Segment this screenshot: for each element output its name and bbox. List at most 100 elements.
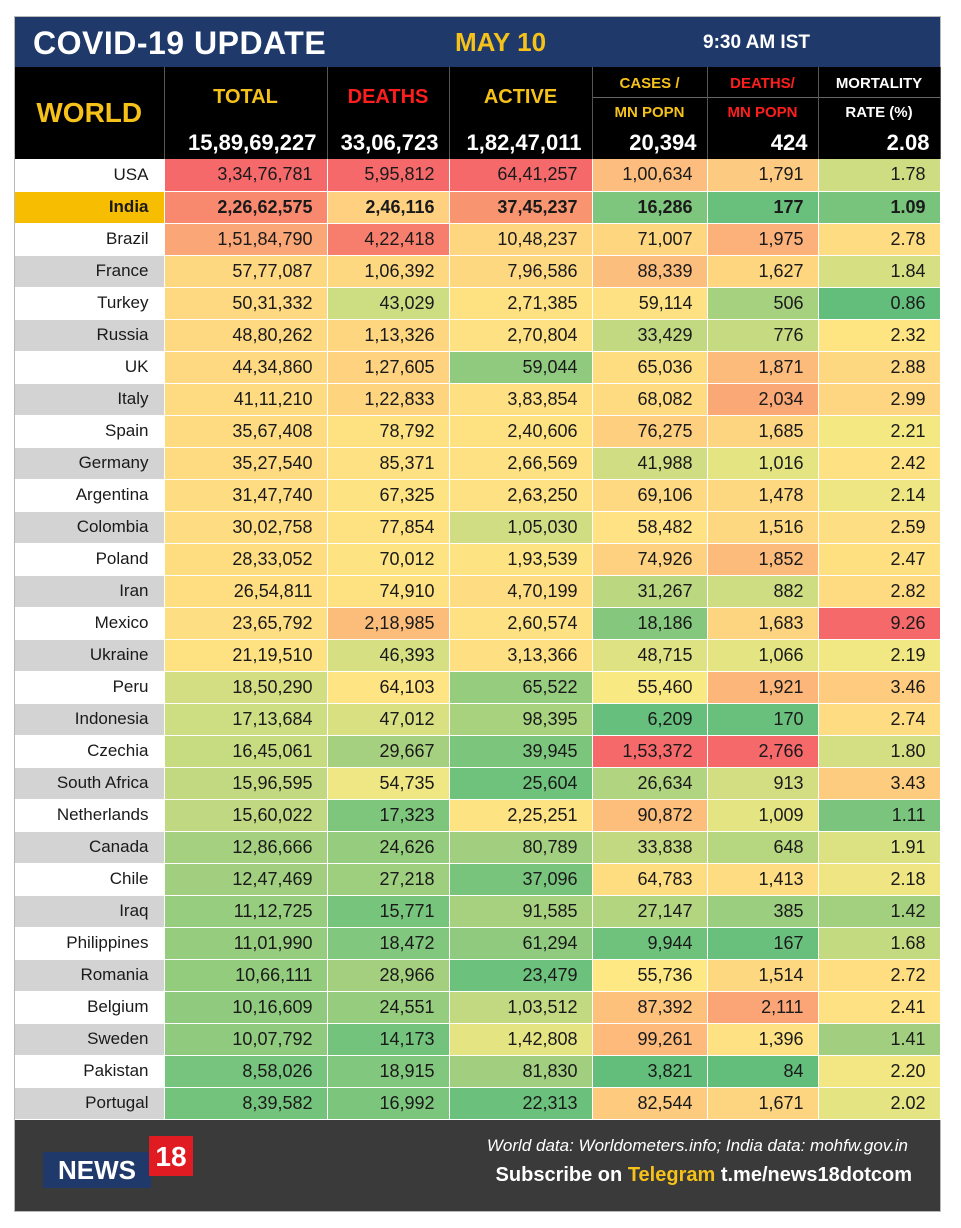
col-deaths-mn: DEATHS/ MN POPN — [707, 67, 819, 127]
deaths-cell: 47,012 — [327, 703, 450, 736]
table-row: Philippines 11,01,990 18,472 61,294 9,944 167… — [15, 927, 941, 960]
mortality-rate-cell: 1.91 — [818, 831, 941, 864]
mortality-rate-cell: 2.32 — [818, 319, 941, 352]
logo-news-text: NEWS — [43, 1152, 151, 1188]
mortality-rate-cell: 2.20 — [818, 1055, 941, 1088]
deaths-per-mn-cell: 1,009 — [707, 799, 819, 832]
cases-per-mn-cell: 1,00,634 — [592, 159, 708, 192]
table-row: Chile 12,47,469 27,218 37,096 64,783 1,413 2.1… — [15, 863, 941, 896]
deaths-cell: 1,06,392 — [327, 255, 450, 288]
table-row: Germany 35,27,540 85,371 2,66,569 41,988 1,01… — [15, 447, 941, 480]
footer: NEWS 18 World data: Worldometers.info; I… — [15, 1120, 940, 1211]
active-cases-cell: 2,63,250 — [449, 479, 593, 512]
deaths-cell: 27,218 — [327, 863, 450, 896]
mortality-rate-cell: 1.78 — [818, 159, 941, 192]
telegram-link[interactable]: t.me/news18dotcom — [720, 1164, 912, 1186]
news18-logo: NEWS 18 — [43, 1136, 193, 1188]
active-cases-cell: 37,45,237 — [449, 191, 593, 224]
deaths-cell: 14,173 — [327, 1023, 450, 1056]
active-cases-cell: 2,71,385 — [449, 287, 593, 320]
cases-per-mn-cell: 9,944 — [592, 927, 708, 960]
table-row: Italy 41,11,210 1,22,833 3,83,854 68,082 2,03… — [15, 383, 941, 416]
deaths-cell: 4,22,418 — [327, 223, 450, 256]
cases-per-mn-cell: 64,783 — [592, 863, 708, 896]
deaths-per-mn-cell: 1,921 — [707, 671, 819, 704]
deaths-cell: 5,95,812 — [327, 159, 450, 192]
update-date: MAY 10 — [455, 27, 547, 57]
deaths-per-mn-cell: 2,111 — [707, 991, 819, 1024]
world-mortality: 2.08 — [818, 127, 941, 159]
table-row: Ukraine 21,19,510 46,393 3,13,366 48,715 1,06… — [15, 639, 941, 672]
deaths-cell: 17,323 — [327, 799, 450, 832]
deaths-cell: 54,735 — [327, 767, 450, 800]
active-cases-cell: 59,044 — [449, 351, 593, 384]
cases-per-mn-cell: 76,275 — [592, 415, 708, 448]
table-row: Iran 26,54,811 74,910 4,70,199 31,267 882 2.82 — [15, 575, 941, 608]
country-name: Poland — [15, 543, 165, 576]
deaths-cell: 29,667 — [327, 735, 450, 768]
active-cases-cell: 1,03,512 — [449, 991, 593, 1024]
active-cases-cell: 64,41,257 — [449, 159, 593, 192]
deaths-cell: 18,915 — [327, 1055, 450, 1088]
world-label: WORLD — [15, 67, 165, 159]
country-name: Argentina — [15, 479, 165, 512]
deaths-per-mn-cell: 170 — [707, 703, 819, 736]
col-mortality: MORTALITY RATE (%) — [818, 67, 941, 127]
telegram-label: Telegram — [627, 1164, 716, 1186]
col-cases-mn: CASES / MN POPN — [592, 67, 708, 127]
active-cases-cell: 2,70,804 — [449, 319, 593, 352]
country-name: South Africa — [15, 767, 165, 800]
mortality-rate-cell: 2.78 — [818, 223, 941, 256]
world-active: 1,82,47,011 — [449, 127, 593, 159]
total-cases-cell: 21,19,510 — [164, 639, 328, 672]
country-name: Czechia — [15, 735, 165, 768]
total-cases-cell: 8,58,026 — [164, 1055, 328, 1088]
country-name: Portugal — [15, 1087, 165, 1120]
deaths-cell: 43,029 — [327, 287, 450, 320]
table-row: Portugal 8,39,582 16,992 22,313 82,544 1,671 2… — [15, 1087, 941, 1120]
mortality-rate-cell: 2.47 — [818, 543, 941, 576]
mortality-rate-cell: 2.41 — [818, 991, 941, 1024]
total-cases-cell: 1,51,84,790 — [164, 223, 328, 256]
country-name: Russia — [15, 319, 165, 352]
deaths-cell: 24,626 — [327, 831, 450, 864]
cases-per-mn-cell: 33,838 — [592, 831, 708, 864]
active-cases-cell: 2,40,606 — [449, 415, 593, 448]
mortality-rate-cell: 1.68 — [818, 927, 941, 960]
cases-per-mn-cell: 16,286 — [592, 191, 708, 224]
country-name: Pakistan — [15, 1055, 165, 1088]
deaths-per-mn-cell: 1,066 — [707, 639, 819, 672]
country-name: Brazil — [15, 223, 165, 256]
cases-per-mn-cell: 71,007 — [592, 223, 708, 256]
deaths-per-mn-cell: 1,871 — [707, 351, 819, 384]
mortality-rate-cell: 3.43 — [818, 767, 941, 800]
deaths-per-mn-cell: 2,034 — [707, 383, 819, 416]
active-cases-cell: 2,60,574 — [449, 607, 593, 640]
cases-per-mn-cell: 26,634 — [592, 767, 708, 800]
total-cases-cell: 44,34,860 — [164, 351, 328, 384]
total-cases-cell: 30,02,758 — [164, 511, 328, 544]
total-cases-cell: 8,39,582 — [164, 1087, 328, 1120]
total-cases-cell: 41,11,210 — [164, 383, 328, 416]
col-mortality-line1: MORTALITY — [818, 68, 940, 98]
cases-per-mn-cell: 1,53,372 — [592, 735, 708, 768]
cases-per-mn-cell: 55,736 — [592, 959, 708, 992]
table-row: India 2,26,62,575 2,46,116 37,45,237 16,286 1… — [15, 191, 941, 224]
active-cases-cell: 80,789 — [449, 831, 593, 864]
total-cases-cell: 28,33,052 — [164, 543, 328, 576]
mortality-rate-cell: 2.14 — [818, 479, 941, 512]
covid-table: WORLD TOTAL DEATHS ACTIVE CASES / MN POP… — [15, 67, 941, 1120]
page-title: COVID-19 UPDATE — [33, 25, 327, 61]
mortality-rate-cell: 1.84 — [818, 255, 941, 288]
subscribe-prefix: Subscribe on — [495, 1164, 623, 1186]
active-cases-cell: 1,42,808 — [449, 1023, 593, 1056]
title-bar: COVID-19 UPDATE MAY 10 9:30 AM IST — [15, 17, 940, 67]
active-cases-cell: 7,96,586 — [449, 255, 593, 288]
active-cases-cell: 25,604 — [449, 767, 593, 800]
table-row: Argentina 31,47,740 67,325 2,63,250 69,106 1,… — [15, 479, 941, 512]
deaths-per-mn-cell: 1,516 — [707, 511, 819, 544]
total-cases-cell: 57,77,087 — [164, 255, 328, 288]
total-cases-cell: 18,50,290 — [164, 671, 328, 704]
country-name: India — [15, 191, 165, 224]
active-cases-cell: 37,096 — [449, 863, 593, 896]
